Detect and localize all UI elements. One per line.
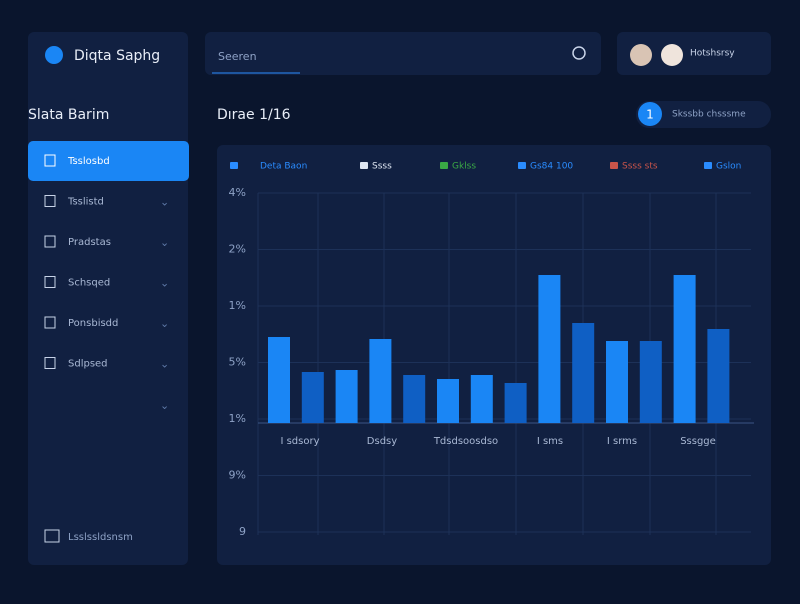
menu-item[interactable]: Pradstas bbox=[68, 237, 111, 248]
legend-label: Gklss bbox=[452, 162, 476, 172]
bar bbox=[572, 323, 595, 423]
chevron: ⌄ bbox=[160, 196, 169, 209]
menu-icon bbox=[44, 235, 56, 248]
menu-item[interactable]: Tsslosbd bbox=[67, 156, 110, 167]
bar bbox=[437, 379, 459, 423]
legend-label: Ssss sts bbox=[622, 162, 658, 172]
search-placeholder: Seeren bbox=[218, 50, 257, 63]
y-label: 9 bbox=[239, 525, 246, 538]
bar bbox=[538, 275, 561, 423]
menu-icon bbox=[44, 316, 56, 329]
legend-label: Ssss bbox=[372, 162, 392, 172]
bar bbox=[301, 372, 324, 423]
menu-item[interactable]: Tsslistd bbox=[67, 197, 104, 208]
logo bbox=[45, 46, 63, 64]
chevron: ⌄ bbox=[160, 358, 169, 371]
chevron: ⌄ bbox=[160, 399, 169, 412]
menu-icon bbox=[44, 154, 56, 167]
chevron: ⌄ bbox=[160, 277, 169, 290]
legend-label: Gs84 100 bbox=[530, 162, 573, 172]
bar bbox=[639, 341, 662, 423]
x-label: Tdsdsoosdso bbox=[433, 436, 498, 447]
menu-icon bbox=[44, 195, 56, 207]
chevron: ⌄ bbox=[160, 236, 169, 249]
bar bbox=[403, 375, 426, 423]
legend-swatch bbox=[230, 162, 238, 169]
menu-icon bbox=[44, 357, 56, 369]
bar bbox=[369, 339, 392, 423]
legend-swatch bbox=[360, 162, 368, 169]
panel-title: Dırae 1/16 bbox=[217, 107, 291, 123]
y-label: 9% bbox=[229, 469, 246, 482]
avatar bbox=[661, 44, 683, 66]
bar bbox=[335, 370, 358, 423]
badge-circle bbox=[638, 102, 662, 126]
profile-box[interactable] bbox=[617, 32, 771, 75]
legend-swatch bbox=[440, 162, 448, 169]
x-label: I sdsory bbox=[280, 436, 319, 447]
chart: Deta Baon Ssss Gklss Gs84 100 Ssss sts Gslon 4… bbox=[229, 162, 754, 538]
bar bbox=[504, 383, 527, 423]
bar bbox=[470, 375, 493, 423]
profile-name: Hotshsrsy bbox=[690, 49, 735, 59]
menu-item[interactable]: Schsqed bbox=[68, 278, 110, 289]
menu-icon bbox=[44, 276, 56, 288]
legend-label: Deta Baon bbox=[260, 162, 307, 172]
sidebar-heading: Slata Barim bbox=[28, 107, 109, 123]
bar bbox=[268, 337, 290, 423]
search-icon[interactable] bbox=[572, 46, 586, 60]
x-label: Dsdsy bbox=[367, 436, 397, 447]
legend-swatch bbox=[704, 162, 712, 169]
y-label: 1% bbox=[229, 299, 246, 312]
brand: Diqta Saphg bbox=[74, 48, 160, 64]
menu-item[interactable]: Sdlpsed bbox=[68, 359, 108, 370]
legend-swatch bbox=[610, 162, 618, 169]
bar bbox=[606, 341, 628, 423]
badge-text: Skssbb chsssme bbox=[672, 110, 746, 120]
y-label: 2% bbox=[229, 243, 246, 256]
badge: 1 bbox=[646, 108, 654, 122]
legend-label: Gslon bbox=[716, 162, 741, 172]
x-label: I sms bbox=[537, 436, 563, 447]
footer-icon bbox=[44, 529, 60, 543]
chevron: ⌄ bbox=[160, 317, 169, 330]
menu: Tsslosbd Tsslistd ⌄ Pradstas ⌄ Schsqed ⌄ Ponsbi… bbox=[28, 141, 189, 371]
badge-box[interactable] bbox=[636, 101, 771, 128]
search-box[interactable] bbox=[205, 32, 601, 75]
menu-active bbox=[28, 141, 189, 181]
avatar bbox=[630, 44, 652, 66]
x-label: Sssgge bbox=[680, 436, 716, 447]
x-label: I srms bbox=[607, 436, 637, 447]
bar bbox=[707, 329, 730, 423]
bar bbox=[673, 275, 696, 423]
sidebar-footer[interactable]: Lsslssldsnsm bbox=[68, 532, 133, 543]
y-label: 1% bbox=[229, 412, 246, 425]
y-label: 4% bbox=[229, 186, 246, 199]
y-label: 5% bbox=[229, 356, 246, 369]
menu-item[interactable]: Ponsbisdd bbox=[68, 318, 118, 329]
legend-swatch bbox=[518, 162, 526, 169]
